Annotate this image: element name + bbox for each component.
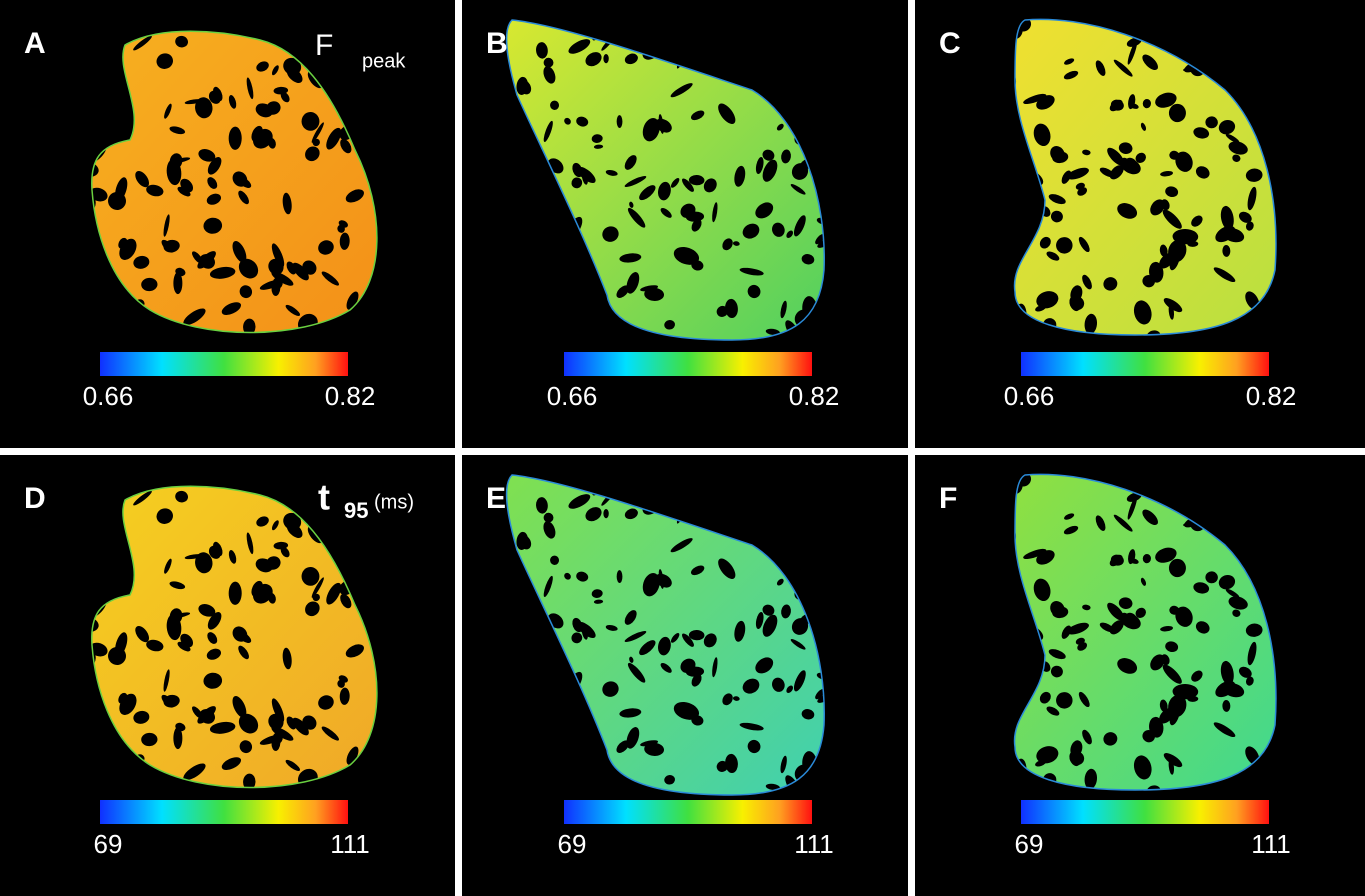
colorbar-max-label: 111 [330,829,370,859]
colorbar [1021,800,1269,824]
colorbar [1021,352,1269,376]
tissue-gap [603,54,608,63]
panel: E 69 111 [462,455,908,896]
colorbar-max-label: 0.82 [325,381,376,411]
panel: F 69 111 [915,455,1365,896]
annotation-unit: (ms) [374,491,414,513]
colorbar-max-label: 111 [794,829,834,859]
annotation-main: F [315,29,333,62]
panel: B 0.66 0.82 [462,0,908,448]
panel-label: B [486,27,508,60]
colorbar-min-label: 69 [558,829,587,859]
colorbar-min-label: 69 [1015,829,1044,859]
tissue-gap [173,272,182,294]
panel-label: E [486,482,506,515]
annotation-sub: peak [362,50,406,72]
colorbar [100,352,348,376]
colorbar-min-label: 69 [94,829,123,859]
colorbar-max-label: 111 [1251,829,1291,859]
colorbar [100,800,348,824]
panel: C 0.66 0.82 [915,0,1365,448]
tissue-gap [603,509,608,518]
colorbar-max-label: 0.82 [1246,381,1297,411]
colorbar-max-label: 0.82 [789,381,840,411]
colorbar-min-label: 0.66 [1004,381,1055,411]
figure: A0.660.82B0.660.82C0.660.82D69111E69111F… [0,0,1365,896]
panel-label: D [24,482,46,515]
panel-label: C [939,27,961,60]
panel: D 69 111 [0,455,455,896]
panel-label: F [939,482,957,515]
annotation-main: t [318,477,330,518]
tissue-gap [173,727,182,749]
colorbar [564,800,812,824]
panel-label: A [24,27,46,60]
colorbar-min-label: 0.66 [547,381,598,411]
colorbar-min-label: 0.66 [83,381,134,411]
colorbar [564,352,812,376]
annotation-sub: 95 [344,498,368,523]
